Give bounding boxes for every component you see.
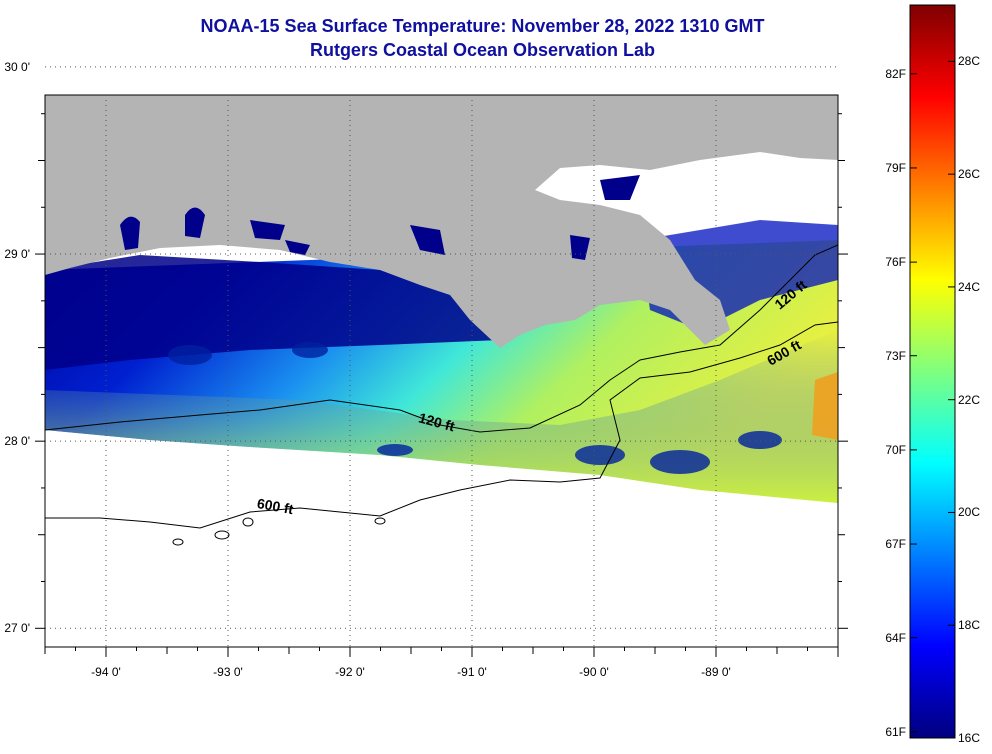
map-subtitle: Rutgers Coastal Ocean Observation Lab [309, 40, 656, 60]
colorbar-label-c: 18C [958, 618, 981, 633]
sst-warm-core [812, 372, 838, 440]
colorbar-label-f: 61F [885, 724, 906, 739]
lat-tick-label: 27 0' [4, 621, 30, 636]
lat-tick-label: 28 0' [4, 434, 30, 449]
sst-shelf-warm [45, 330, 838, 503]
sst-cold-nearshore [45, 255, 500, 370]
colorbar-label-c: 28C [958, 54, 981, 69]
colorbar-label-c: 26C [958, 167, 981, 182]
colorbar-label-f: 79F [885, 160, 906, 175]
contour-600ft-islands [172, 517, 386, 546]
colorbar-label-c: 20C [958, 505, 981, 520]
contour-600ft [45, 321, 838, 529]
colorbar-label-c: 24C [958, 279, 981, 294]
inland-lakes [120, 175, 640, 260]
colorbar-label-f: 70F [885, 442, 906, 457]
axis-ticks [35, 113, 848, 657]
colorbar-label-c: 16C [958, 731, 981, 745]
colorbar-ticks [910, 60, 955, 739]
land-area [45, 95, 838, 348]
graticule [45, 66, 838, 647]
lon-tick-label: -89 0' [701, 665, 731, 679]
cloud-patches [168, 342, 782, 474]
contour-120ft [45, 244, 838, 433]
lat-tick-label: 30 0' [4, 59, 30, 74]
colorbar-label-c: 22C [958, 392, 981, 407]
colorbar [910, 5, 955, 738]
lon-tick-label: -90 0' [579, 665, 609, 679]
colorbar-frame [909, 4, 956, 739]
lon-tick-label: -93 0' [213, 665, 243, 679]
colorbar-label-f: 82F [885, 66, 906, 81]
lon-tick-label: -92 0' [335, 665, 365, 679]
lon-tick-label: -91 0' [457, 665, 487, 679]
contour-label: 600 ft [256, 495, 295, 517]
lat-tick-label: 29 0' [4, 247, 30, 262]
colorbar-label-f: 67F [885, 537, 906, 552]
lon-tick-label: -94 0' [91, 665, 121, 679]
colorbar-label-f: 73F [885, 348, 906, 363]
colorbar-label-f: 76F [885, 255, 906, 270]
map-title: NOAA-15 Sea Surface Temperature: Novembe… [200, 16, 765, 36]
colorbar-label-f: 64F [885, 630, 906, 645]
